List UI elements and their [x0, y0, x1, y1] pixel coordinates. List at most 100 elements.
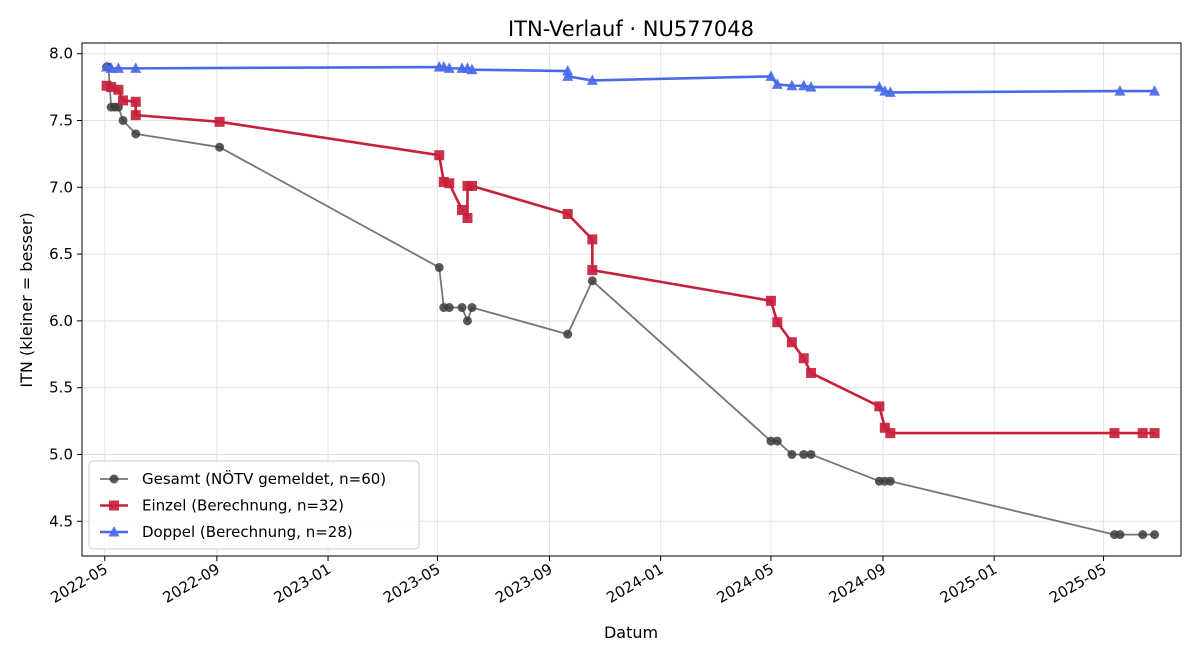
- x-tick-label: 2023-09: [492, 560, 555, 607]
- data-point-einzel: [1137, 428, 1148, 439]
- data-point-einzel: [467, 180, 478, 191]
- data-point-doppel: [1114, 85, 1126, 96]
- y-tick-label: 5.0: [49, 445, 73, 463]
- data-point-gesamt: [787, 449, 797, 459]
- data-point-doppel: [466, 63, 478, 75]
- data-point-gesamt: [587, 276, 597, 286]
- legend-marker-doppel: [108, 526, 120, 537]
- data-point-einzel: [118, 95, 129, 106]
- data-point-einzel: [130, 110, 141, 121]
- data-point-doppel: [873, 81, 885, 92]
- data-point-doppel: [765, 70, 777, 81]
- data-point-gesamt: [444, 303, 454, 313]
- data-point-doppel: [884, 86, 896, 97]
- y-tick-label: 4.5: [49, 512, 73, 530]
- x-tick-label: 2024-09: [826, 560, 889, 607]
- chart-title: ITN-Verlauf · NU577048: [508, 17, 754, 41]
- data-point-gesamt: [118, 115, 128, 125]
- x-axis: 2022-05 2022-09 2023-01 2023-05 2023-09 2024-…: [47, 556, 1110, 607]
- data-point-einzel: [113, 84, 124, 95]
- data-point-einzel: [438, 176, 449, 187]
- data-point-einzel: [772, 317, 783, 328]
- legend-marker-einzel: [109, 500, 119, 511]
- y-axis-label: ITN (kleiner = besser): [17, 212, 36, 387]
- x-tick-label: 2024-05: [714, 560, 777, 607]
- data-point-einzel: [1149, 428, 1160, 439]
- x-tick-label: 2025-01: [937, 560, 1000, 607]
- x-tick-label: 2025-05: [1046, 560, 1109, 607]
- data-point-doppel: [562, 70, 574, 81]
- x-tick-label: 2023-05: [380, 560, 443, 607]
- data-point-einzel: [765, 295, 776, 306]
- data-point-einzel: [214, 116, 225, 127]
- legend-label-doppel: Doppel (Berechnung, n=28): [142, 523, 353, 541]
- series-einzel: [101, 80, 1160, 439]
- data-point-doppel: [112, 62, 124, 73]
- data-point-doppel: [771, 78, 783, 89]
- data-point-gesamt: [799, 449, 809, 459]
- data-point-einzel: [587, 234, 598, 245]
- x-tick-label: 2022-05: [47, 560, 110, 607]
- y-axis: 4.5 5.0 5.5 6.0 6.5 7.0 7.5 8.0: [49, 45, 82, 530]
- data-point-einzel: [1109, 428, 1120, 439]
- y-tick-label: 5.5: [49, 379, 73, 397]
- legend: Gesamt (NÖTV gemeldet, n=60) Einzel (Bere…: [88, 460, 420, 550]
- data-point-doppel: [562, 65, 574, 76]
- data-point-einzel: [130, 96, 141, 107]
- data-point-einzel: [885, 428, 896, 439]
- data-point-einzel: [434, 150, 445, 161]
- data-point-gesamt: [457, 303, 467, 313]
- series-line-doppel: [106, 65, 1155, 94]
- data-point-doppel: [130, 62, 142, 73]
- data-point-doppel: [443, 62, 455, 73]
- y-tick-label: 7.0: [49, 178, 73, 196]
- data-point-gesamt: [772, 436, 782, 446]
- data-point-einzel: [562, 209, 573, 219]
- legend-label-einzel: Einzel (Berechnung, n=32): [142, 497, 344, 515]
- series-doppel: [101, 61, 1161, 97]
- legend-marker-gesamt: [109, 474, 119, 484]
- y-tick-label: 6.5: [49, 245, 73, 263]
- data-point-gesamt: [806, 449, 816, 459]
- data-point-gesamt: [1138, 530, 1148, 540]
- series-gesamt: [102, 62, 1160, 540]
- x-tick-label: 2023-01: [271, 560, 334, 607]
- data-point-gesamt: [467, 303, 477, 313]
- x-tick-label: 2022-09: [160, 560, 223, 607]
- data-point-doppel: [786, 79, 798, 91]
- data-point-gesamt: [563, 329, 573, 339]
- series-line-einzel: [106, 84, 1155, 435]
- x-axis-label: Datum: [604, 623, 658, 642]
- data-point-doppel: [805, 81, 817, 92]
- data-point-gesamt: [434, 262, 444, 272]
- data-point-doppel: [1149, 85, 1161, 96]
- data-point-einzel: [106, 82, 117, 93]
- data-point-gesamt: [1115, 530, 1125, 540]
- data-point-gesamt: [215, 142, 225, 152]
- data-point-einzel: [462, 213, 473, 224]
- plot-area: [101, 61, 1161, 540]
- data-point-einzel: [806, 367, 817, 378]
- data-point-einzel: [874, 401, 885, 412]
- y-tick-label: 7.5: [49, 111, 73, 129]
- data-point-doppel: [798, 79, 810, 91]
- data-point-einzel: [879, 422, 890, 433]
- y-tick-label: 6.0: [49, 312, 73, 330]
- data-point-gesamt: [1150, 530, 1160, 540]
- data-point-einzel: [457, 204, 468, 215]
- data-point-einzel: [444, 178, 455, 189]
- x-tick-label: 2024-01: [603, 560, 666, 607]
- data-point-gesamt: [885, 476, 895, 486]
- y-tick-label: 8.0: [49, 45, 73, 63]
- legend-label-gesamt: Gesamt (NÖTV gemeldet, n=60): [142, 469, 386, 488]
- data-point-doppel: [586, 74, 598, 85]
- data-point-doppel: [105, 62, 117, 73]
- legend-box: [88, 460, 420, 550]
- plot-frame: [81, 42, 1182, 557]
- data-point-gesamt: [766, 436, 776, 446]
- data-point-gesamt: [462, 316, 472, 326]
- data-point-einzel: [786, 337, 797, 348]
- data-point-einzel: [587, 265, 598, 276]
- data-point-einzel: [798, 353, 809, 364]
